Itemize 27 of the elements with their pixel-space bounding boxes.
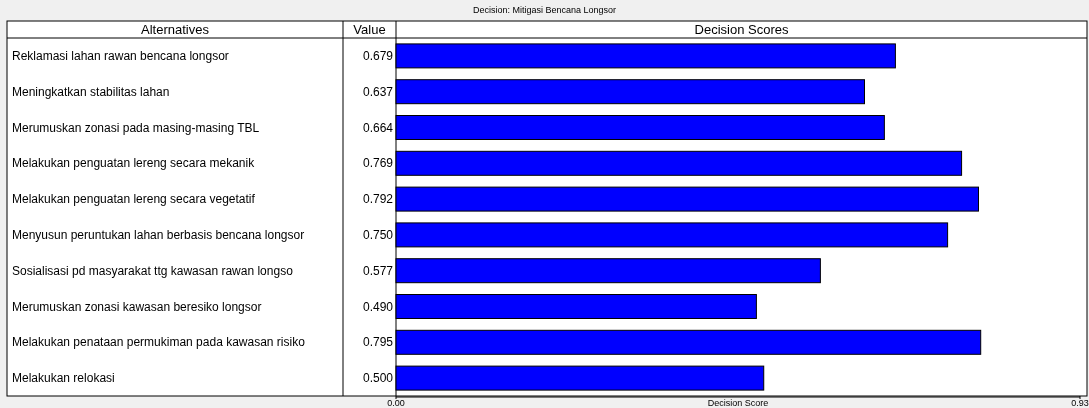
y-tick-label: Merumuskan zonasi kawasan beresiko longsor xyxy=(12,299,262,314)
text: Alternatives xyxy=(141,22,210,37)
x-tick-label: 0.93 xyxy=(1071,398,1089,408)
y-tick-label: Reklamasi lahan rawan bencana longsor xyxy=(12,48,229,63)
x-tick-label: 0.00 xyxy=(387,398,405,408)
data-label: 0.664 xyxy=(362,120,394,135)
annotation: Decision Scores xyxy=(694,22,789,37)
chart-title: Decision: Mitigasi Bencana Longsor xyxy=(472,5,617,15)
data-label: 0.750 xyxy=(362,227,394,242)
data-label: 0.490 xyxy=(362,299,394,314)
data-label: 0.577 xyxy=(362,263,394,278)
data-label: 0.679 xyxy=(362,48,394,63)
y-tick-label: Meningkatkan stabilitas lahan xyxy=(12,84,170,99)
x-axis-title: Decision Score xyxy=(707,398,769,408)
y-tick-label: Merumuskan zonasi pada masing-masing TBL xyxy=(12,120,260,135)
text: Value xyxy=(353,22,386,37)
data-label: 0.769 xyxy=(362,156,394,171)
y-tick-label: Menyusun peruntukan lahan berbasis bencana longsor xyxy=(12,227,305,242)
y-tick-label: Melakukan relokasi xyxy=(12,371,115,386)
data-label: 0.637 xyxy=(362,84,394,99)
y-tick-label: Melakukan penataan permukiman pada kawasan risiko xyxy=(12,335,306,350)
y-tick-label: Melakukan penguatan lereng secara mekanik xyxy=(12,156,256,171)
y-tick-label: Melakukan penguatan lereng secara vegetatif xyxy=(12,192,256,207)
y-tick-label: Sosialisasi pd masyarakat ttg kawasan rawan longso xyxy=(12,263,294,278)
data-label: 0.500 xyxy=(362,371,394,386)
data-label: 0.795 xyxy=(362,335,394,350)
data-label: 0.792 xyxy=(362,192,394,207)
